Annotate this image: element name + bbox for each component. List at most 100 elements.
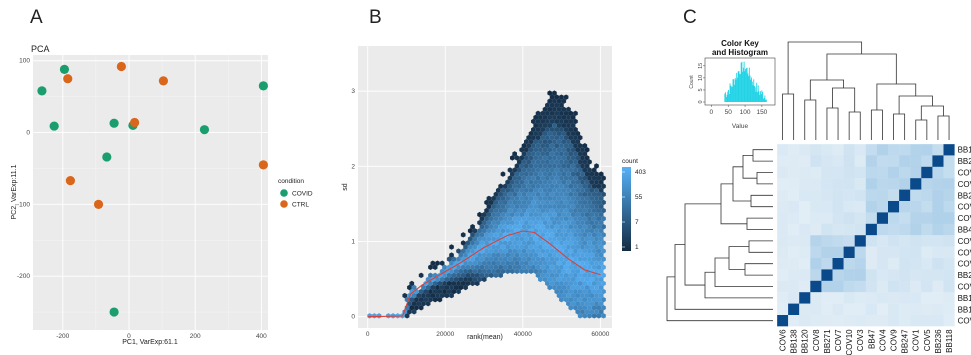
sd-hexbin: [519, 260, 525, 266]
sd-hexbin: [601, 240, 606, 246]
heatmap-cell: [821, 223, 833, 236]
sd-hexbin: [598, 252, 604, 258]
heatmap-cell: [810, 235, 822, 247]
sd-hexbin: [554, 134, 560, 141]
sd-hexbin: [542, 139, 548, 145]
pca-xlabel: PC1, VarExp:61.1: [122, 339, 178, 346]
sd-hexbin: [594, 171, 599, 177]
sd-hexbin: [591, 224, 597, 230]
sd-hexbin: [465, 248, 471, 254]
sd-hexbin: [481, 252, 487, 258]
sd-hexbin: [549, 126, 555, 133]
sd-hexbin: [582, 175, 588, 181]
sd-hexbin: [549, 232, 555, 238]
sd-hexbin: [531, 143, 536, 149]
sd-hexbin: [545, 199, 550, 206]
sd-hexbin: [552, 130, 557, 137]
sd-hexbin: [589, 292, 595, 299]
sd-hexbin: [502, 256, 508, 262]
sd-hexbin: [577, 199, 583, 206]
sd-hexbin: [577, 191, 583, 198]
heatmap-cell: [810, 223, 822, 236]
dendrogram-branch: [809, 79, 844, 100]
sd-hexbin: [549, 94, 555, 100]
sd-hexbin: [568, 232, 574, 238]
sd-hexbin: [568, 215, 574, 222]
sd-hexbin: [568, 272, 574, 279]
dendrogram-branch: [744, 263, 773, 276]
sd-hexbin: [575, 211, 581, 218]
sd-hexbin: [542, 122, 548, 129]
heatmap-row-label: COV3: [958, 237, 971, 246]
sd-hexbin: [568, 183, 574, 189]
heatmap-row-label: BB247: [958, 191, 971, 200]
sd-hexbin: [566, 292, 571, 299]
sd-hexbin: [577, 167, 583, 173]
sd-hexbin: [545, 183, 550, 189]
sd-hexbin: [526, 207, 532, 214]
sd-hexbin: [575, 171, 581, 177]
sd-hexbin: [498, 248, 503, 254]
sd-hexbin: [502, 215, 508, 222]
sd-hexbin: [474, 240, 480, 246]
heatmap-cell: [777, 166, 789, 179]
sd-hexbin: [526, 151, 532, 157]
sd-hexbin: [568, 110, 574, 117]
sd-hexbin: [514, 187, 520, 193]
sd-hexbin: [467, 228, 473, 234]
sd-hexbin: [584, 147, 590, 153]
sd-hexbin: [519, 244, 525, 250]
sd-hexbin: [528, 171, 534, 177]
sd-hexbin: [467, 260, 473, 266]
sd-hexbin: [493, 191, 499, 198]
count-colorbar: [622, 167, 631, 251]
heatmap-cell: [865, 292, 878, 304]
sd-hexbin: [465, 240, 471, 246]
sd-hexbin: [568, 167, 574, 173]
sd-hexbin: [570, 147, 576, 153]
sd-hexbin: [542, 203, 548, 210]
heatmap-cell: [854, 212, 866, 224]
sd-hexbin: [573, 288, 578, 295]
heatmap-cell: [832, 189, 844, 202]
sd-hexbin: [561, 139, 567, 145]
heatmap-cell: [810, 292, 822, 304]
sd-hexbin: [594, 179, 599, 185]
heatmap-col-label: BB271: [823, 329, 832, 354]
sd-hexbin: [449, 276, 454, 283]
sd-hexbin: [582, 256, 588, 262]
color-key-xlabel: Value: [732, 123, 749, 130]
heatmap-cell: [799, 246, 811, 259]
sd-hexbin: [376, 313, 382, 319]
sd-hexbin: [545, 224, 550, 230]
sd-hexbin: [563, 224, 569, 230]
sd-hexbin: [580, 309, 585, 315]
sd-hexbin: [589, 171, 595, 177]
sd-hexbin: [587, 256, 592, 262]
pca-ytick-label: 0: [26, 130, 30, 137]
sd-hexbin: [559, 175, 564, 181]
sd-hexbin: [531, 264, 536, 270]
sd-xtick-label: 60000: [591, 331, 609, 338]
sd-hexbin: [570, 228, 576, 234]
sd-hexbin: [573, 232, 578, 238]
sd-hexbin: [519, 252, 525, 258]
pca-points: [37, 61, 268, 317]
sd-hexbin: [531, 159, 536, 165]
heatmap-cell: [788, 155, 800, 167]
sd-hexbin: [547, 122, 553, 129]
heatmap-cell: [821, 212, 833, 224]
sd-hexbin: [495, 260, 501, 266]
sd-hexbin: [416, 301, 422, 307]
sd-hexbin: [519, 268, 525, 274]
sd-hexbin: [598, 276, 604, 283]
heatmap-row-label: COV10: [958, 248, 971, 257]
heatmap-cell: [821, 189, 833, 202]
panel-b-letter: B: [369, 7, 382, 28]
sd-hexbin: [545, 151, 550, 157]
sd-hexbin: [556, 268, 562, 274]
sd-hexbin: [573, 280, 578, 287]
heatmap-cell: [876, 269, 889, 281]
sd-hexbin: [463, 268, 468, 274]
sd-hexbin: [437, 288, 443, 295]
